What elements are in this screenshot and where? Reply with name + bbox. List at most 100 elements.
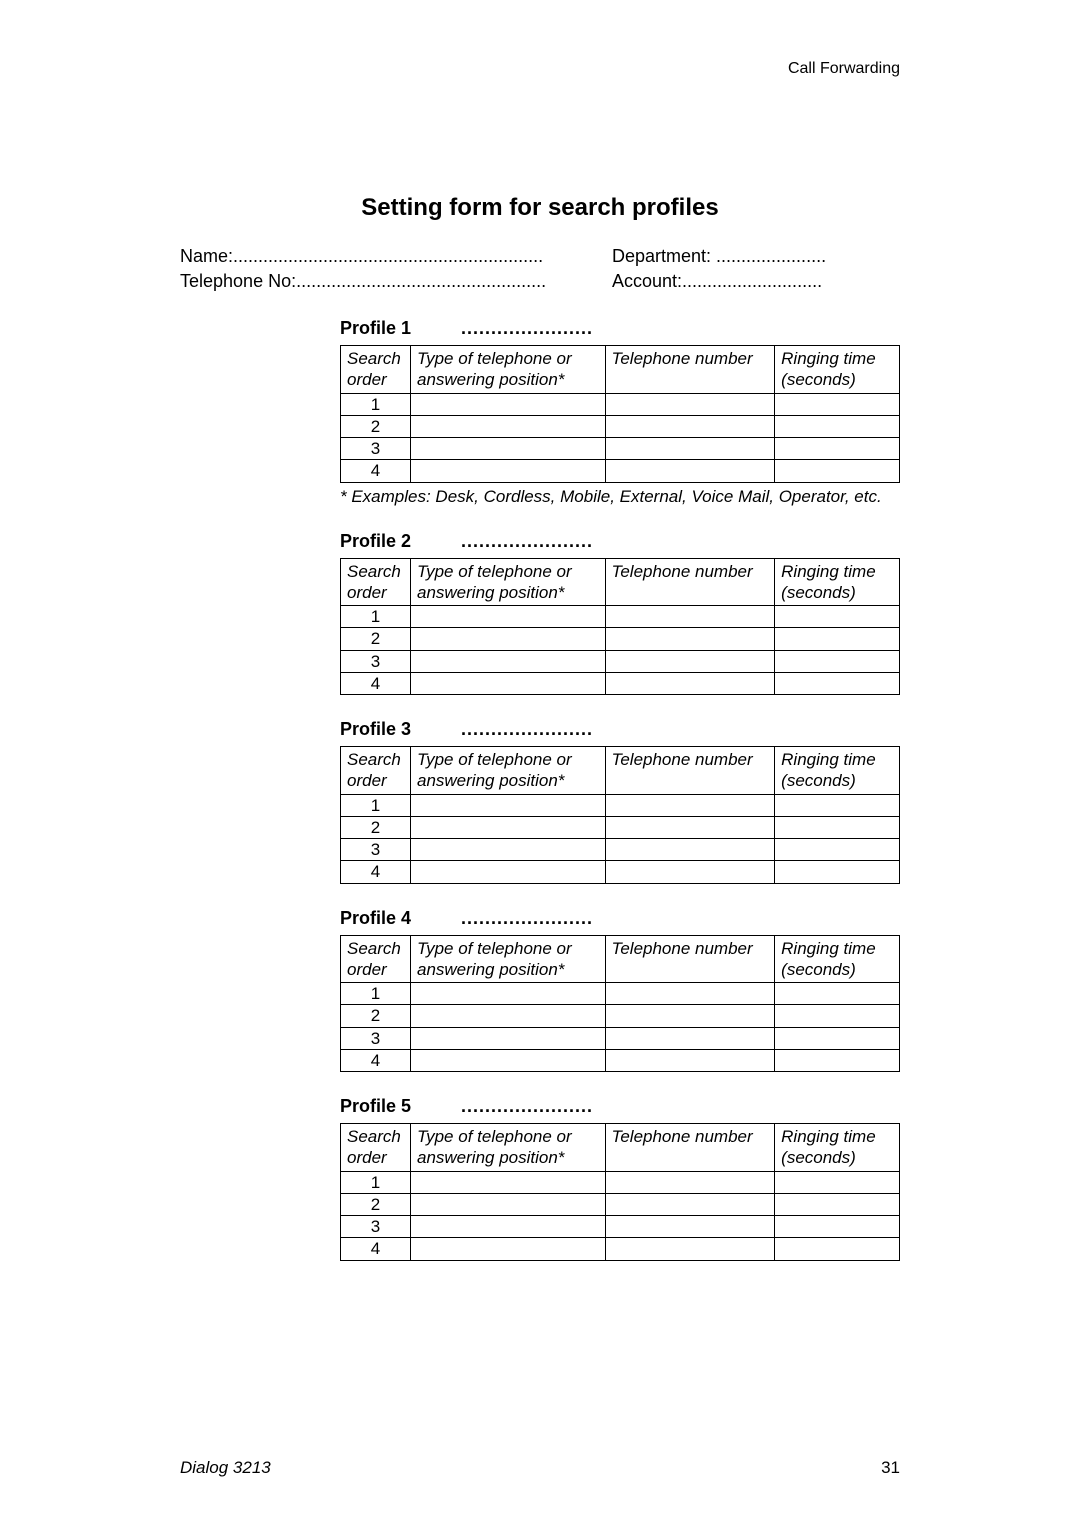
col-type: Type of telephone oranswering position* (410, 558, 605, 606)
order-cell: 2 (341, 1005, 411, 1027)
table-row: 3 (341, 1216, 900, 1238)
table-row: 4 (341, 460, 900, 482)
number-cell (605, 1193, 775, 1215)
order-cell: 3 (341, 1216, 411, 1238)
profile-label: Profile 5 (340, 1096, 411, 1117)
type-cell (410, 1027, 605, 1049)
ring-cell (775, 1238, 900, 1260)
order-cell: 4 (341, 1238, 411, 1260)
profile-label: Profile 2 (340, 531, 411, 552)
ring-cell (775, 861, 900, 883)
ring-cell (775, 1005, 900, 1027)
table-row: 1 (341, 983, 900, 1005)
table-row: 2 (341, 415, 900, 437)
ring-cell (775, 415, 900, 437)
profile-name-dots: ...................... (461, 1096, 593, 1117)
examples-note: * Examples: Desk, Cordless, Mobile, Exte… (340, 487, 900, 507)
ring-cell (775, 606, 900, 628)
order-cell: 3 (341, 1027, 411, 1049)
profile-section: Profile 1...................... Searchord… (340, 318, 900, 507)
type-cell (410, 1216, 605, 1238)
col-ring: Ringing time(seconds) (775, 558, 900, 606)
number-cell (605, 839, 775, 861)
table-row: 2 (341, 1005, 900, 1027)
number-cell (605, 438, 775, 460)
type-cell (410, 438, 605, 460)
col-ring: Ringing time(seconds) (775, 747, 900, 795)
type-cell (410, 606, 605, 628)
table-header-row: SearchorderType of telephone oranswering… (341, 935, 900, 983)
number-cell (605, 861, 775, 883)
number-cell (605, 816, 775, 838)
type-cell (410, 1171, 605, 1193)
col-type: Type of telephone oranswering position* (410, 346, 605, 394)
number-cell (605, 393, 775, 415)
col-ring: Ringing time(seconds) (775, 935, 900, 983)
table-row: 1 (341, 606, 900, 628)
profile-label: Profile 3 (340, 719, 411, 740)
table-row: 3 (341, 839, 900, 861)
ring-cell (775, 650, 900, 672)
order-cell: 2 (341, 816, 411, 838)
order-cell: 1 (341, 1171, 411, 1193)
profile-section: Profile 5...................... Searchord… (340, 1096, 900, 1261)
table-row: 3 (341, 438, 900, 460)
order-cell: 4 (341, 672, 411, 694)
type-cell (410, 816, 605, 838)
ring-cell (775, 983, 900, 1005)
type-cell (410, 672, 605, 694)
profiles-container: Profile 1...................... Searchord… (340, 318, 900, 1261)
footer-model: Dialog 3213 (180, 1458, 271, 1478)
col-search-order: Searchorder (341, 1124, 411, 1172)
profile-table: SearchorderType of telephone oranswering… (340, 935, 900, 1073)
col-search-order: Searchorder (341, 558, 411, 606)
profile-label-row: Profile 4...................... (340, 908, 900, 929)
type-cell (410, 460, 605, 482)
telephone-field: Telephone No:...........................… (180, 271, 612, 292)
type-cell (410, 1049, 605, 1071)
table-row: 1 (341, 393, 900, 415)
ring-cell (775, 1216, 900, 1238)
order-cell: 4 (341, 1049, 411, 1071)
number-cell (605, 606, 775, 628)
ring-cell (775, 628, 900, 650)
number-cell (605, 672, 775, 694)
ring-cell (775, 839, 900, 861)
col-search-order: Searchorder (341, 346, 411, 394)
table-row: 3 (341, 650, 900, 672)
type-cell (410, 1193, 605, 1215)
profile-label-row: Profile 5...................... (340, 1096, 900, 1117)
ring-cell (775, 1171, 900, 1193)
type-cell (410, 1005, 605, 1027)
table-header-row: SearchorderType of telephone oranswering… (341, 747, 900, 795)
number-cell (605, 1049, 775, 1071)
type-cell (410, 628, 605, 650)
order-cell: 4 (341, 460, 411, 482)
ring-cell (775, 794, 900, 816)
order-cell: 3 (341, 650, 411, 672)
ring-cell (775, 1027, 900, 1049)
col-type: Type of telephone oranswering position* (410, 935, 605, 983)
profile-table: SearchorderType of telephone oranswering… (340, 558, 900, 696)
number-cell (605, 628, 775, 650)
profile-label: Profile 4 (340, 908, 411, 929)
number-cell (605, 1216, 775, 1238)
table-row: 4 (341, 672, 900, 694)
order-cell: 1 (341, 983, 411, 1005)
profile-name-dots: ...................... (461, 318, 593, 339)
ring-cell (775, 1049, 900, 1071)
table-header-row: SearchorderType of telephone oranswering… (341, 558, 900, 606)
order-cell: 2 (341, 1193, 411, 1215)
account-field: Account:............................ (612, 271, 900, 292)
type-cell (410, 839, 605, 861)
profile-name-dots: ...................... (461, 719, 593, 740)
profile-section: Profile 2......................Searchord… (340, 531, 900, 696)
profile-label-row: Profile 1...................... (340, 318, 900, 339)
table-row: 2 (341, 1193, 900, 1215)
col-ring: Ringing time(seconds) (775, 1124, 900, 1172)
profile-table: SearchorderType of telephone oranswering… (340, 345, 900, 483)
order-cell: 1 (341, 794, 411, 816)
col-search-order: Searchorder (341, 747, 411, 795)
order-cell: 4 (341, 861, 411, 883)
ring-cell (775, 1193, 900, 1215)
